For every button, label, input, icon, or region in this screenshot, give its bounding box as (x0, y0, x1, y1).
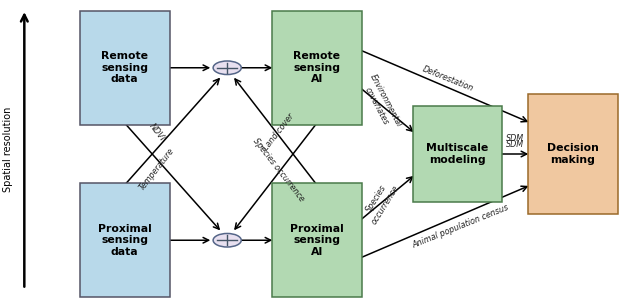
FancyBboxPatch shape (413, 106, 502, 202)
Circle shape (213, 61, 241, 75)
Text: Multiscale
modeling: Multiscale modeling (426, 143, 489, 165)
Text: Species
occurrence: Species occurrence (361, 178, 401, 226)
Text: SDM: SDM (506, 134, 524, 143)
Text: NDVI: NDVI (147, 122, 166, 143)
FancyBboxPatch shape (272, 183, 362, 297)
Text: Remote
sensing
AI: Remote sensing AI (293, 51, 340, 84)
FancyBboxPatch shape (80, 183, 170, 297)
Text: Deforestation: Deforestation (421, 64, 475, 93)
Text: Decision
making: Decision making (547, 143, 599, 165)
Text: SDM: SDM (506, 140, 524, 149)
Text: Species occurrence: Species occurrence (251, 136, 306, 203)
Text: Land cover: Land cover (261, 112, 296, 153)
Circle shape (213, 233, 241, 247)
Text: Spatial resolution: Spatial resolution (3, 107, 13, 192)
FancyBboxPatch shape (80, 11, 170, 125)
FancyBboxPatch shape (272, 11, 362, 125)
Text: Temperature: Temperature (138, 147, 176, 192)
FancyBboxPatch shape (528, 94, 618, 214)
Text: Remote
sensing
data: Remote sensing data (101, 51, 148, 84)
Text: Environmental
covariates: Environmental covariates (358, 73, 403, 133)
Text: Proximal
sensing
AI: Proximal sensing AI (290, 224, 344, 257)
Text: Animal population census: Animal population census (412, 203, 510, 250)
Text: Proximal
sensing
data: Proximal sensing data (98, 224, 152, 257)
